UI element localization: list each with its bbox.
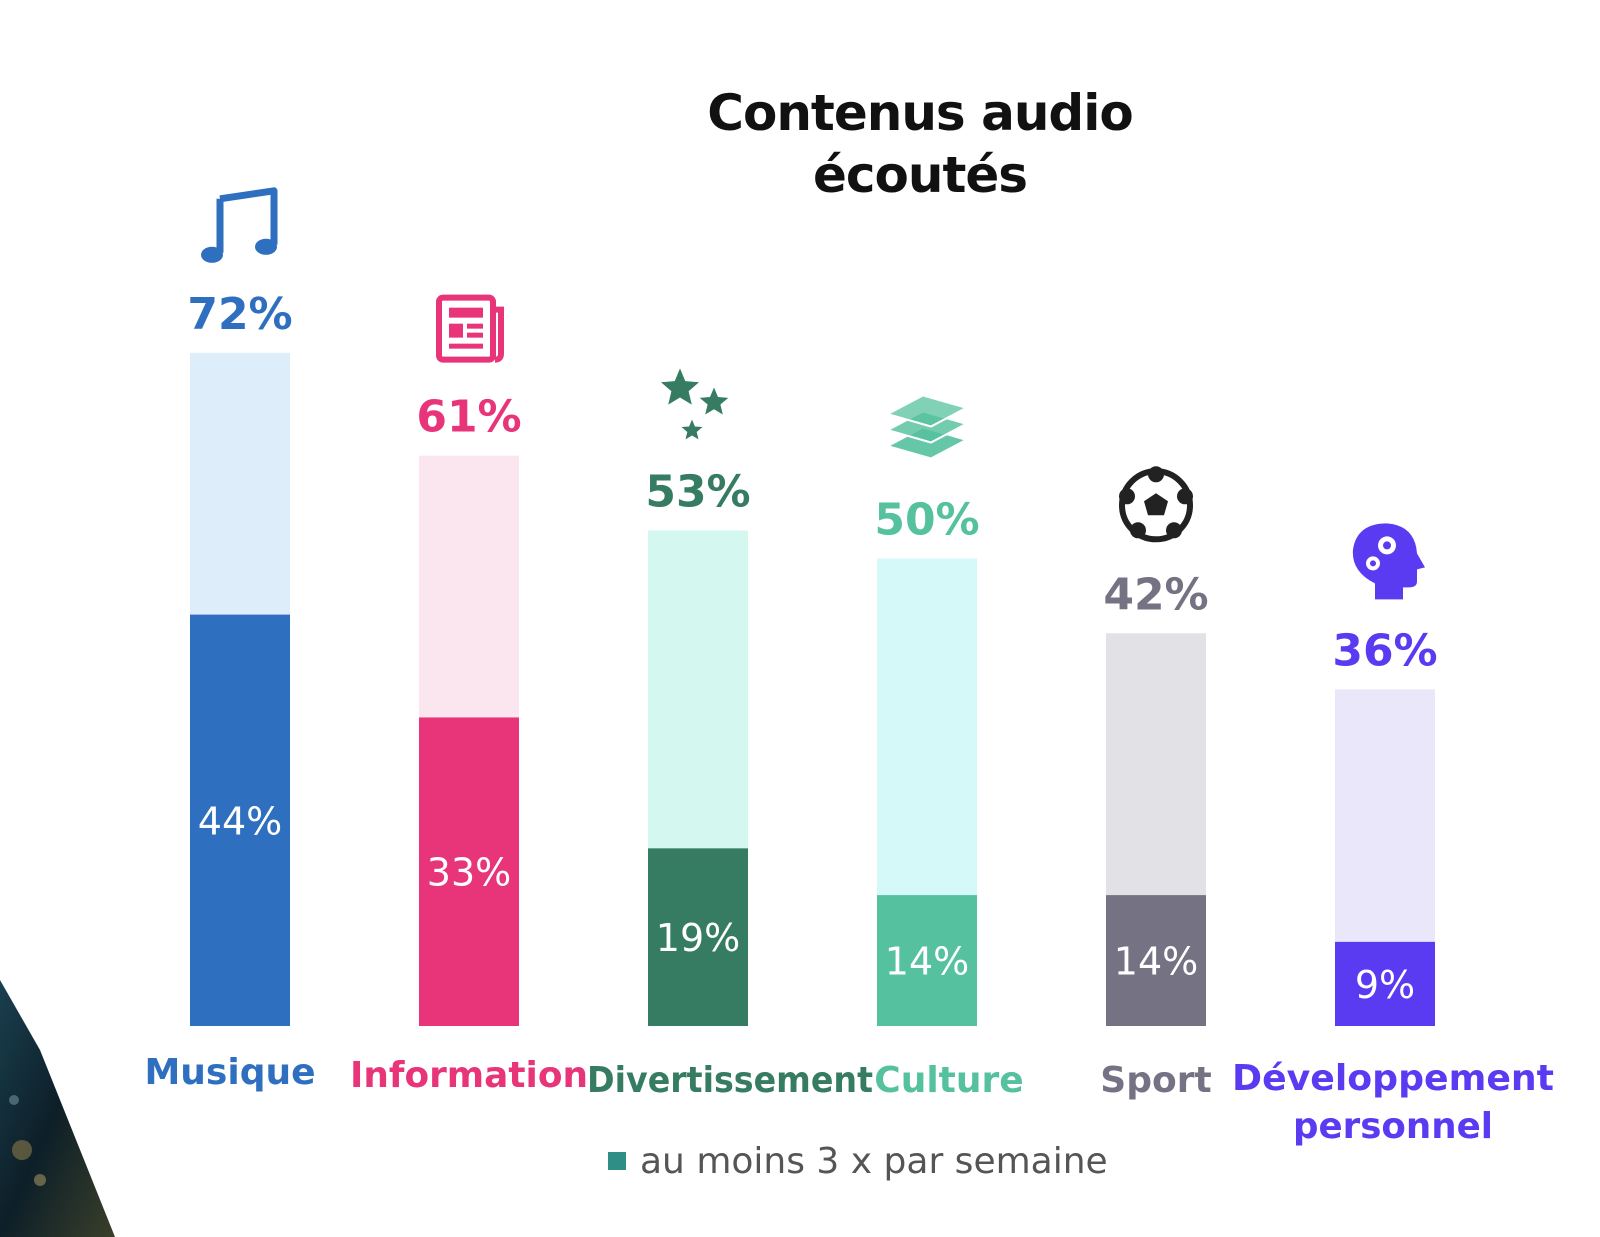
- total-label-1: 61%: [416, 392, 521, 443]
- bar-weekly-2: [648, 848, 748, 1026]
- category-label-5-0: Développement: [1232, 1058, 1554, 1099]
- weekly-label-4: 14%: [1114, 940, 1198, 984]
- bar-weekly-4: [1106, 895, 1206, 1026]
- weekly-label-5: 9%: [1355, 963, 1415, 1007]
- corner-photo-decoration: [0, 980, 115, 1237]
- weekly-label-3: 14%: [885, 940, 969, 984]
- soccer-ball-icon: [1119, 466, 1193, 543]
- weekly-label-2: 19%: [656, 916, 740, 960]
- legend-swatch: [608, 1152, 626, 1170]
- category-label-0-0: Musique: [144, 1052, 315, 1093]
- weekly-label-1: 33%: [427, 851, 511, 895]
- total-label-2: 53%: [645, 466, 750, 517]
- chart-title: Contenus audio écoutés: [600, 82, 1240, 206]
- music-note-icon: [201, 187, 278, 263]
- total-label-5: 36%: [1332, 625, 1437, 676]
- category-label-5-1: personnel: [1293, 1106, 1493, 1147]
- bar-weekly-1: [419, 717, 519, 1026]
- legend: au moins 3 x par semaine: [608, 1138, 1128, 1184]
- total-label-3: 50%: [874, 495, 979, 546]
- books-icon: [888, 396, 966, 460]
- weekly-label-0: 44%: [198, 799, 282, 843]
- chart-title-line-1: Contenus audio: [707, 84, 1133, 142]
- chart-title-line-2: écoutés: [812, 146, 1028, 204]
- category-label-2-0: Divertissement: [587, 1060, 873, 1101]
- category-label-3-0: Culture: [874, 1060, 1023, 1101]
- category-label-1-0: Information: [350, 1055, 588, 1096]
- category-label-4-0: Sport: [1100, 1060, 1211, 1101]
- stars-icon: [661, 368, 729, 440]
- newspaper-icon: [436, 294, 504, 363]
- bar-weekly-0: [190, 614, 290, 1026]
- legend-label: au moins 3 x par semaine: [640, 1140, 1108, 1182]
- bar-weekly-3: [877, 895, 977, 1026]
- total-label-4: 42%: [1103, 569, 1208, 620]
- head-gears-icon: [1352, 523, 1425, 600]
- total-label-0: 72%: [187, 289, 292, 340]
- bar-weekly-5: [1335, 941, 1435, 1026]
